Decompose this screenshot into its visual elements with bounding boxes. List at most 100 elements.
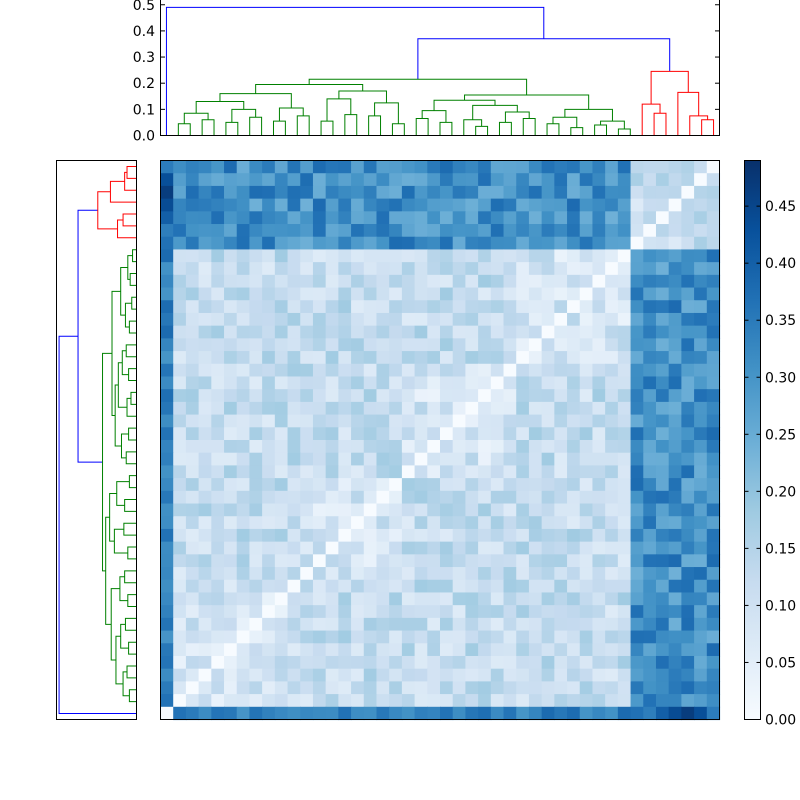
- heatmap-cell: [160, 351, 174, 365]
- heatmap-cell: [401, 440, 416, 454]
- heatmap-cell: [465, 262, 479, 276]
- heatmap-cell: [478, 541, 492, 555]
- heatmap-cell: [338, 173, 352, 187]
- heatmap-cell: [668, 681, 682, 695]
- heatmap-cell: [440, 312, 454, 327]
- heatmap-cell: [287, 211, 301, 225]
- top-dendrogram-link-39: [617, 128, 631, 136]
- heatmap-cell: [681, 376, 695, 390]
- heatmap-cell: [338, 465, 352, 479]
- top-dendrogram-link-24: [421, 110, 447, 123]
- heatmap-cell: [668, 605, 682, 619]
- heatmap-cell: [668, 414, 682, 428]
- heatmap-cell: [185, 655, 200, 670]
- heatmap-cell: [224, 249, 238, 263]
- heatmap-cell: [478, 567, 492, 581]
- heatmap-cell: [338, 262, 352, 276]
- heatmap-cell: [579, 414, 594, 428]
- heatmap-cell: [389, 236, 403, 251]
- heatmap-cells: [160, 160, 721, 721]
- heatmap-cell: [376, 655, 390, 670]
- heatmap-cell: [440, 694, 454, 708]
- heatmap-cell: [592, 414, 606, 428]
- heatmap-cell: [351, 236, 365, 251]
- heatmap-cell: [706, 465, 721, 479]
- heatmap-cell: [389, 198, 403, 212]
- heatmap-cell: [249, 325, 263, 339]
- heatmap-cell: [592, 287, 606, 301]
- heatmap-cell: [452, 655, 467, 670]
- heatmap-cell: [211, 160, 225, 174]
- heatmap-cell: [389, 185, 403, 200]
- heatmap-cell: [490, 287, 505, 301]
- heatmap-cell: [376, 643, 390, 657]
- heatmap-cell: [198, 541, 212, 555]
- heatmap-cell: [274, 503, 289, 517]
- heatmap-cell: [579, 325, 594, 339]
- heatmap-cell: [630, 681, 644, 695]
- heatmap-cell: [427, 478, 441, 492]
- heatmap-cell: [655, 274, 670, 289]
- heatmap-cell: [478, 376, 492, 390]
- heatmap-cell: [211, 236, 225, 251]
- heatmap-cell: [655, 185, 670, 200]
- heatmap-cell: [452, 338, 467, 352]
- heatmap-cell: [338, 414, 352, 428]
- heatmap-cell: [592, 440, 606, 454]
- heatmap-cell: [579, 363, 594, 378]
- heatmap-cell: [173, 668, 187, 682]
- heatmap-cell: [605, 173, 619, 187]
- heatmap-cell: [414, 579, 428, 594]
- heatmap-cell: [503, 681, 517, 695]
- heatmap-cell: [592, 592, 606, 606]
- heatmap-cell: [249, 643, 263, 657]
- heatmap-cell: [427, 567, 441, 581]
- heatmap-cell: [478, 592, 492, 606]
- heatmap-cell: [414, 465, 428, 479]
- heatmap-cell: [554, 668, 568, 682]
- heatmap-cell: [528, 211, 543, 225]
- heatmap-cell: [630, 376, 644, 390]
- heatmap-cell: [681, 274, 695, 289]
- heatmap-cell: [389, 274, 403, 289]
- heatmap-cell: [389, 630, 403, 644]
- heatmap-cell: [478, 185, 492, 200]
- heatmap-cell: [376, 414, 390, 428]
- heatmap-cell: [363, 465, 378, 479]
- colorbar-tick-label: 0.40: [765, 256, 796, 272]
- heatmap-cell: [274, 655, 289, 670]
- heatmap-cell: [160, 427, 174, 441]
- heatmap-cell: [452, 643, 467, 657]
- heatmap-cell: [655, 363, 670, 378]
- heatmap-cell: [414, 173, 428, 187]
- heatmap-cell: [401, 655, 416, 670]
- heatmap-cell: [427, 185, 441, 200]
- heatmap-cell: [236, 516, 251, 530]
- heatmap-cell: [401, 414, 416, 428]
- heatmap-cell: [554, 312, 568, 327]
- heatmap-cell: [325, 478, 339, 492]
- heatmap-cell: [427, 694, 441, 708]
- heatmap-cell: [617, 554, 632, 568]
- heatmap-cell: [401, 706, 416, 721]
- heatmap-cell: [389, 325, 403, 339]
- heatmap-cell: [554, 592, 568, 606]
- heatmap-cell: [376, 160, 390, 174]
- heatmap-cell: [173, 249, 187, 263]
- heatmap-cell: [236, 465, 251, 479]
- heatmap-cell: [224, 668, 238, 682]
- heatmap-cell: [655, 401, 670, 416]
- left-dendrogram-link-43: [109, 180, 137, 203]
- heatmap-cell: [567, 630, 581, 644]
- heatmap-cell: [554, 681, 568, 695]
- heatmap-cell: [503, 198, 517, 212]
- heatmap-cell: [668, 325, 682, 339]
- heatmap-cell: [414, 224, 428, 238]
- heatmap-cell: [401, 173, 416, 187]
- heatmap-cell: [643, 401, 657, 416]
- heatmap-cell: [401, 249, 416, 263]
- heatmap-cell: [579, 541, 594, 555]
- heatmap-cell: [554, 528, 568, 543]
- heatmap-cell: [528, 490, 543, 505]
- heatmap-cell: [655, 681, 670, 695]
